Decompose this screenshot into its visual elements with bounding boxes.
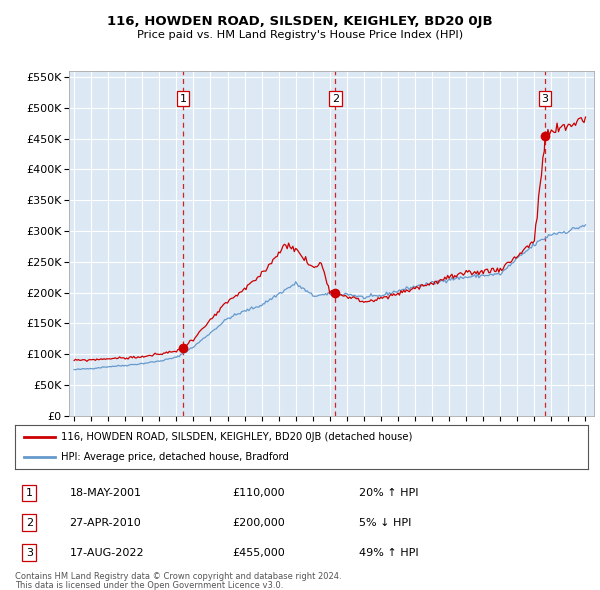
Text: 1: 1: [179, 94, 187, 103]
Text: 17-AUG-2022: 17-AUG-2022: [70, 548, 144, 558]
Text: 3: 3: [542, 94, 548, 103]
Text: HPI: Average price, detached house, Bradford: HPI: Average price, detached house, Brad…: [61, 452, 289, 462]
Text: 116, HOWDEN ROAD, SILSDEN, KEIGHLEY, BD20 0JB: 116, HOWDEN ROAD, SILSDEN, KEIGHLEY, BD2…: [107, 15, 493, 28]
Text: Price paid vs. HM Land Registry's House Price Index (HPI): Price paid vs. HM Land Registry's House …: [137, 30, 463, 40]
Text: 2: 2: [332, 94, 339, 103]
Text: Contains HM Land Registry data © Crown copyright and database right 2024.: Contains HM Land Registry data © Crown c…: [15, 572, 341, 581]
Text: 27-APR-2010: 27-APR-2010: [70, 518, 141, 527]
Text: 20% ↑ HPI: 20% ↑ HPI: [359, 488, 418, 498]
Text: 5% ↓ HPI: 5% ↓ HPI: [359, 518, 411, 527]
Text: 116, HOWDEN ROAD, SILSDEN, KEIGHLEY, BD20 0JB (detached house): 116, HOWDEN ROAD, SILSDEN, KEIGHLEY, BD2…: [61, 432, 412, 442]
Text: 18-MAY-2001: 18-MAY-2001: [70, 488, 142, 498]
Text: £455,000: £455,000: [233, 548, 286, 558]
Text: 49% ↑ HPI: 49% ↑ HPI: [359, 548, 418, 558]
Text: 1: 1: [26, 488, 33, 498]
Text: £110,000: £110,000: [233, 488, 286, 498]
Text: 3: 3: [26, 548, 33, 558]
Text: 2: 2: [26, 518, 33, 527]
Text: This data is licensed under the Open Government Licence v3.0.: This data is licensed under the Open Gov…: [15, 581, 283, 589]
Text: £200,000: £200,000: [233, 518, 286, 527]
